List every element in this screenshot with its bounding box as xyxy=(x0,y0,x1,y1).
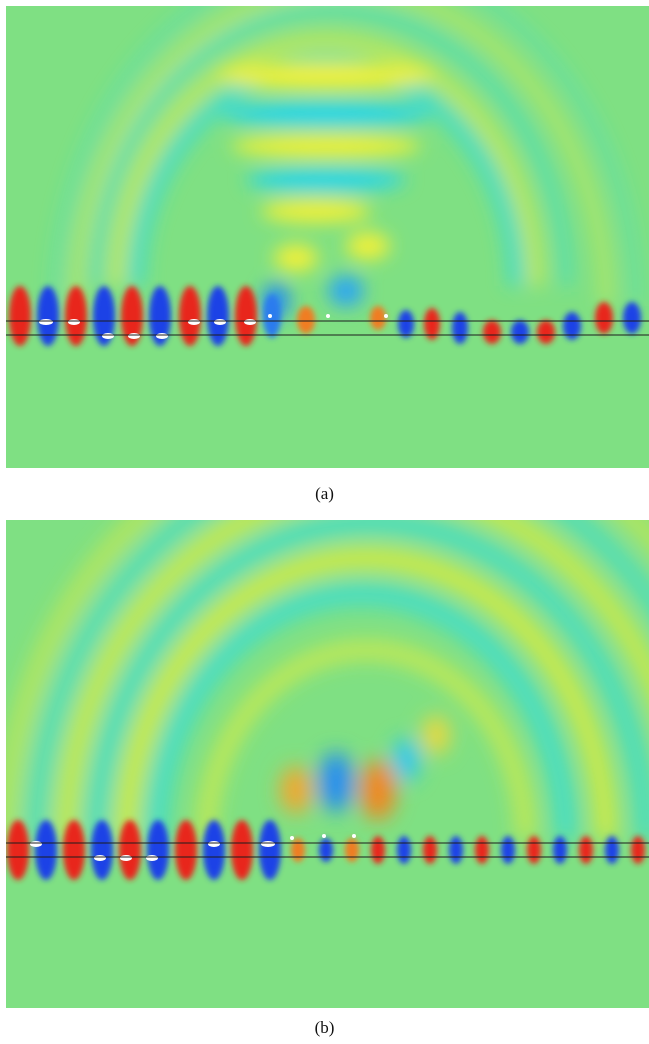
field-plot-b xyxy=(6,520,649,1008)
radiated-wavefronts-a xyxy=(50,6,642,319)
field-map-b xyxy=(6,520,649,1008)
waveguide-modes-a xyxy=(9,286,641,346)
caption-a: (a) xyxy=(315,484,334,503)
field-map-a xyxy=(6,6,649,468)
field-plot-a xyxy=(6,6,649,468)
caption-b: (b) xyxy=(314,1018,335,1037)
